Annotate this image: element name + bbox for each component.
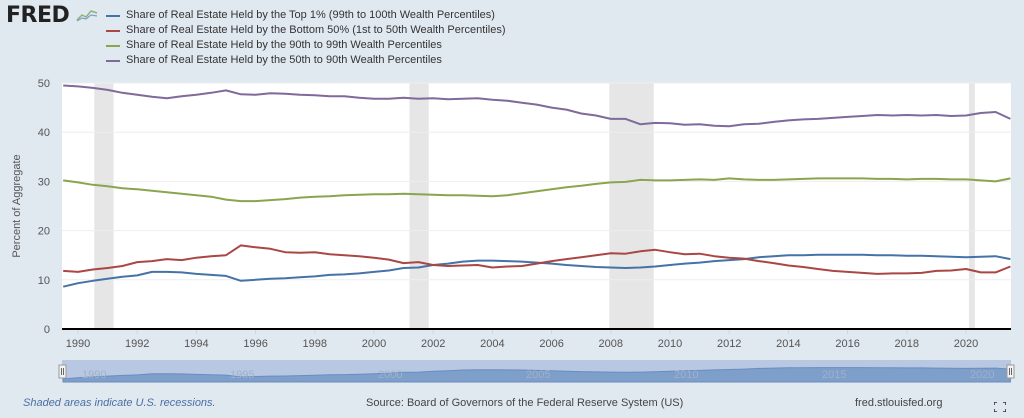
x-tick-label: 1996 — [243, 338, 267, 350]
legend-swatch — [106, 14, 120, 17]
legend: Share of Real Estate Held by the Top 1% … — [106, 8, 506, 68]
navigator-handle-left[interactable] — [58, 364, 67, 379]
x-tick-label: 1998 — [303, 338, 327, 350]
x-tick-label: 2020 — [954, 338, 978, 350]
recession-band — [409, 83, 429, 329]
y-tick-label: 40 — [38, 127, 50, 139]
legend-label: Share of Real Estate Held by the 50th to… — [126, 54, 442, 66]
navigator-label: 2015 — [822, 369, 846, 381]
x-tick-label: 2010 — [658, 338, 682, 350]
y-axis-label: Percent of Aggregate — [11, 154, 23, 257]
x-tick-label: 2002 — [421, 338, 445, 350]
y-tick-label: 30 — [38, 176, 50, 188]
navigator-label: 1990 — [82, 369, 106, 381]
y-tick-label: 50 — [38, 78, 50, 90]
navigator-label: 2010 — [674, 369, 698, 381]
legend-label: Share of Real Estate Held by the Top 1% … — [126, 9, 495, 21]
legend-item-bottom50[interactable]: Share of Real Estate Held by the Bottom … — [106, 23, 506, 38]
source-text: Source: Board of Governors of the Federa… — [366, 397, 684, 409]
x-tick-label: 2008 — [599, 338, 623, 350]
legend-label: Share of Real Estate Held by the Bottom … — [126, 24, 506, 36]
legend-swatch — [106, 59, 120, 62]
x-tick-label: 1992 — [125, 338, 149, 350]
legend-item-top1[interactable]: Share of Real Estate Held by the Top 1% … — [106, 8, 506, 23]
recession-note: Shaded areas indicate U.S. recessions. — [23, 397, 216, 409]
navigator-label: 2000 — [378, 369, 402, 381]
legend-item-50th-90th[interactable]: Share of Real Estate Held by the 50th to… — [106, 53, 506, 68]
recession-band — [968, 83, 975, 329]
chart-line-icon — [76, 10, 98, 22]
fullscreen-icon[interactable] — [994, 402, 1006, 412]
x-tick-label: 2006 — [539, 338, 563, 350]
source-url[interactable]: fred.stlouisfed.org — [855, 397, 943, 409]
navigator-handle-right[interactable] — [1006, 364, 1015, 379]
legend-item-90th-99th[interactable]: Share of Real Estate Held by the 90th to… — [106, 38, 506, 53]
navigator-label: 1995 — [230, 369, 254, 381]
legend-label: Share of Real Estate Held by the 90th to… — [126, 39, 442, 51]
x-tick-label: 2012 — [717, 338, 741, 350]
navigator-label: 2005 — [526, 369, 550, 381]
x-tick-label: 1990 — [66, 338, 90, 350]
navigator-label: 2020 — [970, 369, 994, 381]
series-line-1 — [63, 244, 1011, 275]
series-line-2 — [63, 177, 1011, 203]
y-tick-label: 10 — [38, 275, 50, 287]
x-tick-label: 2018 — [895, 338, 919, 350]
fred-logo[interactable]: FRED — [6, 3, 70, 28]
plot-area — [62, 83, 1011, 329]
recession-band — [94, 83, 114, 329]
series-line-3 — [63, 84, 1011, 128]
x-tick-label: 2000 — [362, 338, 386, 350]
x-tick-label: 2014 — [776, 338, 800, 350]
x-tick-label: 1994 — [184, 338, 208, 350]
x-tick-label: 2016 — [835, 338, 859, 350]
x-tick-label: 2004 — [480, 338, 504, 350]
y-tick-label: 20 — [38, 226, 50, 238]
legend-swatch — [106, 29, 120, 32]
navigator-series — [62, 367, 1011, 383]
legend-swatch — [106, 44, 120, 47]
y-tick-label: 0 — [44, 324, 50, 336]
